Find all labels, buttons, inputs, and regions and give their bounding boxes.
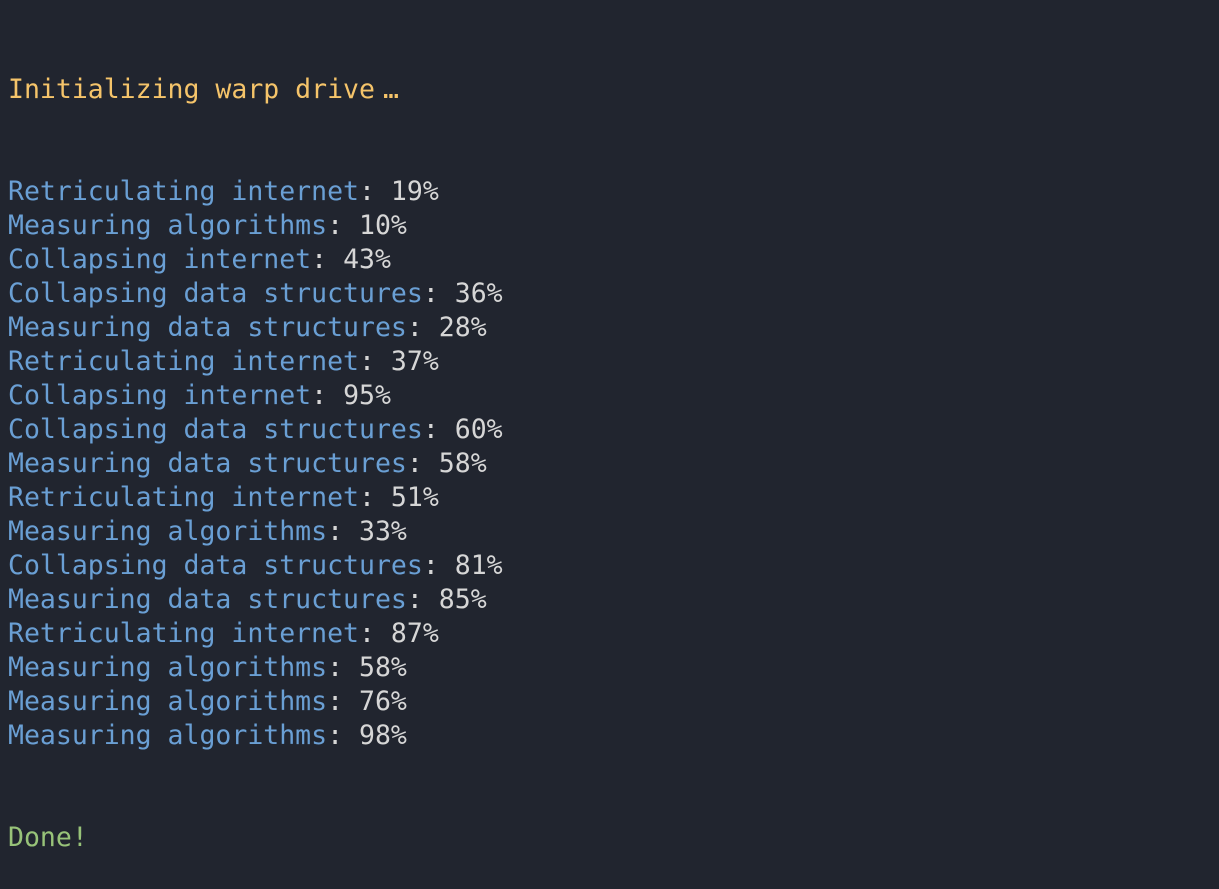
header-ellipsis: … [382,74,399,105]
separator: : [359,346,391,377]
separator: : [311,380,344,411]
task-label: Collapsing data structures [8,550,423,581]
progress-line: Retriculating internet: 19% [8,175,1219,209]
task-percent: 60% [454,414,503,445]
separator: : [359,176,391,207]
task-percent: 33% [359,516,407,547]
done-line: Done! [8,822,88,853]
progress-line: Measuring algorithms: 98% [8,719,1219,753]
task-label: Measuring algorithms [8,210,328,241]
progress-line: Retriculating internet: 37% [8,345,1219,379]
separator: : [406,312,439,343]
task-percent: 95% [343,380,391,411]
progress-line: Measuring algorithms: 33% [8,515,1219,549]
task-label: Measuring data structures [8,312,407,343]
task-percent: 28% [438,312,487,343]
task-percent: 58% [438,448,487,479]
task-label: Measuring data structures [8,448,407,479]
task-label: Retriculating internet [8,618,359,649]
header-line: Initializing warp drive… [8,73,1219,107]
task-label: Collapsing internet [8,244,312,275]
task-percent: 81% [454,550,503,581]
progress-line: Retriculating internet: 87% [8,617,1219,651]
progress-line: Measuring data structures: 85% [8,583,1219,617]
task-label: Retriculating internet [8,482,359,513]
task-label: Measuring data structures [8,584,407,615]
separator: : [406,584,439,615]
task-percent: 37% [390,346,439,377]
separator: : [327,210,360,241]
task-label: Collapsing data structures [8,414,423,445]
separator: : [359,482,391,513]
separator: : [359,618,391,649]
progress-line: Measuring data structures: 58% [8,447,1219,481]
task-label: Measuring algorithms [8,720,328,751]
task-percent: 98% [359,720,407,751]
separator: : [406,448,439,479]
task-label: Retriculating internet [8,176,359,207]
task-label: Retriculating internet [8,346,359,377]
task-label: Measuring algorithms [8,686,328,717]
header-text: Initializing warp drive [8,74,375,105]
separator: : [327,652,360,683]
task-percent: 43% [343,244,391,275]
separator: : [327,516,360,547]
task-label: Collapsing data structures [8,278,423,309]
separator: : [327,686,360,717]
task-percent: 36% [454,278,503,309]
separator: : [327,720,360,751]
progress-line: Collapsing internet: 95% [8,379,1219,413]
separator: : [311,244,344,275]
separator: : [422,414,455,445]
task-percent: 10% [359,210,407,241]
progress-line: Collapsing data structures: 36% [8,277,1219,311]
task-percent: 76% [359,686,407,717]
progress-line: Measuring data structures: 28% [8,311,1219,345]
task-label: Measuring algorithms [8,516,328,547]
separator: : [422,550,455,581]
progress-line: Measuring algorithms: 10% [8,209,1219,243]
task-percent: 51% [390,482,439,513]
task-percent: 58% [359,652,407,683]
progress-lines: Retriculating internet: 19% Measuring alg… [8,175,1219,753]
separator: : [422,278,455,309]
task-percent: 87% [390,618,439,649]
progress-line: Collapsing data structures: 60% [8,413,1219,447]
task-label: Collapsing internet [8,380,312,411]
progress-line: Collapsing internet: 43% [8,243,1219,277]
task-percent: 85% [438,584,487,615]
task-percent: 19% [390,176,439,207]
progress-line: Measuring algorithms: 76% [8,685,1219,719]
progress-line: Collapsing data structures: 81% [8,549,1219,583]
progress-line: Retriculating internet: 51% [8,481,1219,515]
task-label: Measuring algorithms [8,652,328,683]
progress-line: Measuring algorithms: 58% [8,651,1219,685]
